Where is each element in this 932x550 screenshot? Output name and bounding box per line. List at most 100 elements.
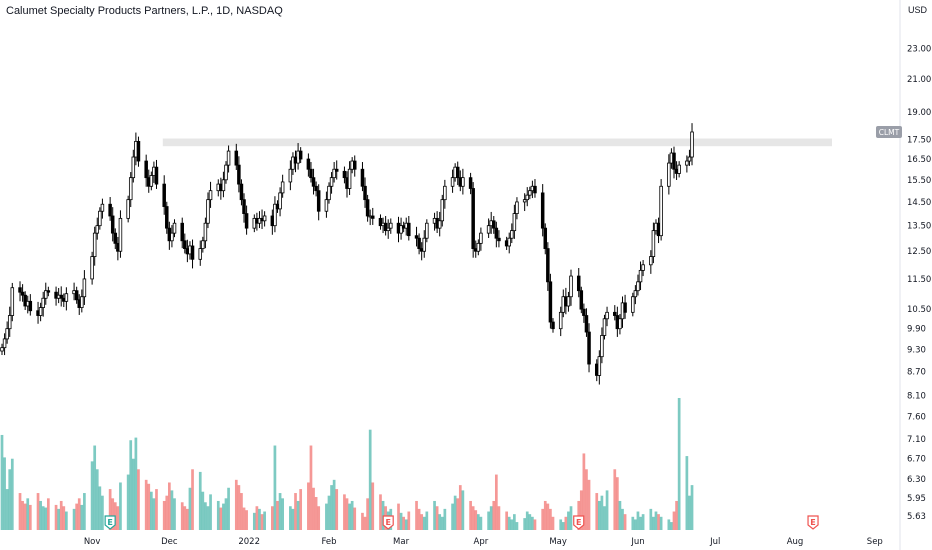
volume-bar bbox=[201, 491, 205, 530]
volume-bar bbox=[456, 498, 460, 530]
volume-bar bbox=[198, 471, 202, 530]
candle-body bbox=[582, 308, 586, 316]
volume-bar bbox=[170, 490, 174, 530]
volume-bar bbox=[83, 493, 86, 530]
volume-bar bbox=[587, 479, 591, 530]
earnings-marker[interactable]: E bbox=[573, 515, 585, 530]
volume-bar bbox=[649, 508, 653, 530]
candle-body bbox=[525, 194, 529, 201]
volume-bar bbox=[675, 500, 678, 530]
volume-bar bbox=[162, 500, 166, 530]
volume-bar bbox=[77, 498, 81, 530]
volume-bar bbox=[23, 503, 27, 530]
volume-bar bbox=[206, 506, 210, 530]
y-tick-label: 6.30 bbox=[907, 475, 926, 485]
volume-bar bbox=[65, 511, 68, 530]
volume-bar bbox=[461, 490, 465, 530]
candle-body bbox=[59, 294, 63, 299]
candle-body bbox=[80, 296, 84, 308]
volume-bar bbox=[597, 500, 601, 530]
volume-bar bbox=[353, 507, 357, 530]
candle-body bbox=[92, 232, 97, 257]
candle-body bbox=[597, 356, 602, 376]
candle-body bbox=[360, 168, 365, 187]
y-tick-label: 8.10 bbox=[907, 391, 926, 401]
candle-body bbox=[437, 220, 442, 229]
candle-body bbox=[455, 166, 460, 179]
volume-bar bbox=[8, 469, 12, 530]
y-tick-label: 9.90 bbox=[907, 325, 926, 335]
volume-bar bbox=[39, 500, 42, 530]
volume-bar bbox=[276, 500, 279, 530]
volume-bar bbox=[111, 498, 115, 530]
volume-bar bbox=[242, 507, 246, 530]
candle-body bbox=[162, 183, 166, 207]
volume-bar bbox=[260, 514, 264, 530]
candle-body bbox=[494, 227, 499, 239]
x-tick-label: Feb bbox=[321, 537, 336, 547]
earnings-marker-shape bbox=[807, 515, 819, 530]
volume-bar bbox=[119, 482, 122, 530]
candle-body bbox=[5, 328, 9, 340]
candle-body bbox=[672, 152, 676, 170]
earnings-marker[interactable]: E bbox=[104, 515, 116, 530]
candle-body bbox=[108, 203, 112, 217]
candle-body bbox=[90, 256, 94, 280]
volume-bar bbox=[270, 506, 274, 530]
candle-body bbox=[118, 217, 123, 252]
volume-bar bbox=[397, 503, 400, 530]
volume-bar bbox=[595, 493, 599, 530]
volume-bar bbox=[75, 503, 79, 530]
volume-bar bbox=[494, 474, 498, 530]
volume-bar bbox=[407, 511, 411, 530]
volume-bar bbox=[603, 506, 606, 530]
candle-body bbox=[425, 222, 429, 239]
earnings-marker-label: E bbox=[385, 518, 390, 527]
volume-bar bbox=[605, 490, 609, 530]
volume-bar bbox=[670, 522, 673, 530]
volume-bar bbox=[245, 510, 248, 530]
volume-bar bbox=[327, 495, 331, 530]
candle-body bbox=[149, 175, 154, 187]
candle-body bbox=[154, 166, 159, 185]
volume-bar bbox=[126, 474, 130, 530]
volume-bar bbox=[57, 508, 60, 530]
volume-bar bbox=[487, 511, 490, 530]
volume-bar bbox=[641, 514, 645, 530]
y-tick-label: 7.10 bbox=[907, 435, 926, 445]
candle-body bbox=[468, 177, 473, 189]
volume-bar bbox=[44, 507, 48, 530]
y-tick-label: 5.63 bbox=[907, 512, 926, 522]
candle-body bbox=[2, 338, 7, 349]
candle-body bbox=[23, 294, 27, 307]
y-tick-label: 10.50 bbox=[907, 305, 931, 315]
candle-body bbox=[389, 222, 393, 229]
volume-bar bbox=[417, 508, 421, 530]
volume-bar bbox=[330, 485, 333, 530]
volume-bar bbox=[219, 507, 223, 530]
volume-bar bbox=[90, 461, 94, 530]
candle-body bbox=[64, 293, 69, 302]
volume-bar bbox=[474, 510, 478, 530]
volume-bar bbox=[654, 511, 658, 530]
earnings-marker[interactable]: E bbox=[807, 515, 819, 530]
candle-body bbox=[543, 227, 548, 249]
y-tick-label: 7.60 bbox=[907, 412, 926, 422]
candle-body bbox=[522, 199, 527, 203]
candle-body bbox=[605, 311, 609, 320]
currency-label: USD bbox=[908, 5, 928, 15]
x-tick-label: May bbox=[549, 537, 567, 547]
candle-body bbox=[262, 215, 267, 222]
volume-bar bbox=[677, 398, 681, 530]
candle-body bbox=[551, 321, 555, 330]
volume-bar bbox=[147, 483, 151, 530]
earnings-marker[interactable]: E bbox=[382, 515, 394, 530]
candle-body bbox=[363, 185, 367, 201]
volume-bar bbox=[569, 506, 573, 530]
volume-bar bbox=[379, 494, 382, 530]
x-tick-label: Dec bbox=[161, 537, 178, 547]
x-tick-label: Sep bbox=[867, 537, 883, 547]
volume-bar bbox=[325, 503, 328, 530]
